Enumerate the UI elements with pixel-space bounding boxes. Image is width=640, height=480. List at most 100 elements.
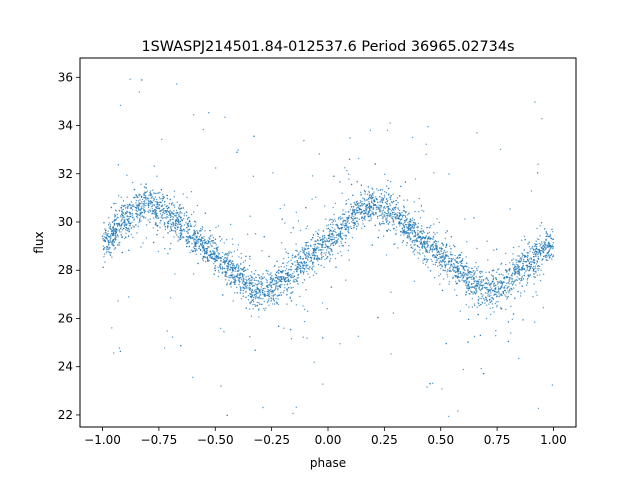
data-point — [166, 222, 169, 224]
data-point — [392, 228, 395, 230]
data-point — [387, 223, 390, 225]
data-point — [237, 270, 239, 272]
data-point — [357, 206, 359, 208]
data-point — [307, 247, 309, 249]
data-point — [426, 241, 428, 244]
data-point — [482, 297, 485, 300]
data-point — [334, 228, 336, 230]
data-point — [109, 225, 111, 227]
data-point — [137, 204, 140, 206]
data-point — [498, 288, 500, 290]
data-point — [258, 289, 260, 291]
data-point — [503, 289, 506, 292]
data-point — [120, 215, 122, 217]
data-point — [489, 307, 491, 310]
data-point — [114, 247, 117, 249]
data-point — [150, 202, 152, 204]
data-point — [135, 209, 137, 212]
data-point — [427, 266, 429, 268]
data-point — [237, 279, 240, 281]
data-point — [118, 209, 121, 212]
data-point — [298, 261, 300, 264]
data-point — [135, 199, 138, 202]
data-point — [510, 332, 512, 334]
data-point — [362, 204, 365, 206]
data-point — [275, 285, 277, 287]
data-point — [537, 256, 540, 258]
data-point — [455, 294, 458, 297]
data-point — [220, 385, 222, 387]
data-point — [287, 252, 289, 255]
data-point — [365, 209, 367, 211]
data-point — [153, 197, 155, 200]
data-point — [332, 223, 334, 226]
data-point — [196, 235, 198, 237]
data-point — [476, 247, 478, 250]
data-point — [509, 290, 511, 292]
data-point — [155, 212, 157, 215]
data-point — [377, 316, 379, 319]
data-point — [539, 253, 542, 255]
data-point — [497, 269, 499, 271]
data-point — [522, 254, 524, 256]
data-point — [445, 244, 448, 247]
data-point — [284, 222, 286, 224]
data-point — [206, 248, 208, 250]
data-point — [466, 287, 468, 290]
data-point — [220, 260, 222, 262]
data-point — [297, 266, 299, 268]
data-point — [143, 212, 145, 214]
data-point — [250, 289, 252, 291]
data-point — [283, 266, 285, 268]
data-point — [320, 244, 323, 246]
data-point — [518, 265, 520, 268]
data-point — [263, 276, 266, 278]
data-point — [293, 279, 295, 281]
data-point — [231, 275, 233, 278]
data-point — [492, 307, 494, 309]
data-point — [207, 239, 209, 241]
data-point — [325, 252, 327, 254]
data-point — [411, 229, 413, 232]
data-point — [149, 201, 152, 203]
data-point — [230, 262, 233, 264]
data-point — [159, 191, 161, 194]
data-point — [264, 294, 266, 296]
data-point — [268, 291, 270, 294]
data-point — [328, 219, 331, 221]
data-point — [509, 268, 511, 270]
data-point — [129, 215, 132, 218]
data-point — [496, 280, 499, 283]
data-point — [261, 284, 263, 286]
data-point — [403, 228, 406, 231]
data-point — [355, 228, 358, 230]
data-point — [466, 274, 468, 276]
data-point — [127, 211, 129, 214]
data-point — [163, 196, 165, 199]
data-point — [193, 225, 195, 228]
data-point — [374, 163, 376, 165]
data-point — [142, 203, 145, 205]
data-point — [218, 252, 220, 255]
data-point — [263, 236, 265, 238]
data-point — [462, 276, 464, 279]
data-point — [386, 212, 388, 215]
data-point — [247, 268, 249, 270]
data-point — [341, 237, 343, 240]
data-point — [118, 242, 120, 244]
data-point — [500, 307, 502, 310]
data-point — [429, 238, 431, 240]
data-point — [514, 279, 516, 281]
data-point — [122, 214, 124, 217]
data-point — [306, 310, 309, 312]
data-point — [115, 218, 118, 220]
data-point — [493, 311, 495, 313]
data-point — [103, 253, 106, 255]
data-point — [533, 245, 536, 248]
data-point — [353, 209, 355, 212]
data-point — [273, 265, 276, 268]
data-point — [450, 263, 452, 265]
data-point — [471, 267, 474, 269]
data-point — [335, 242, 337, 244]
data-point — [322, 246, 324, 249]
